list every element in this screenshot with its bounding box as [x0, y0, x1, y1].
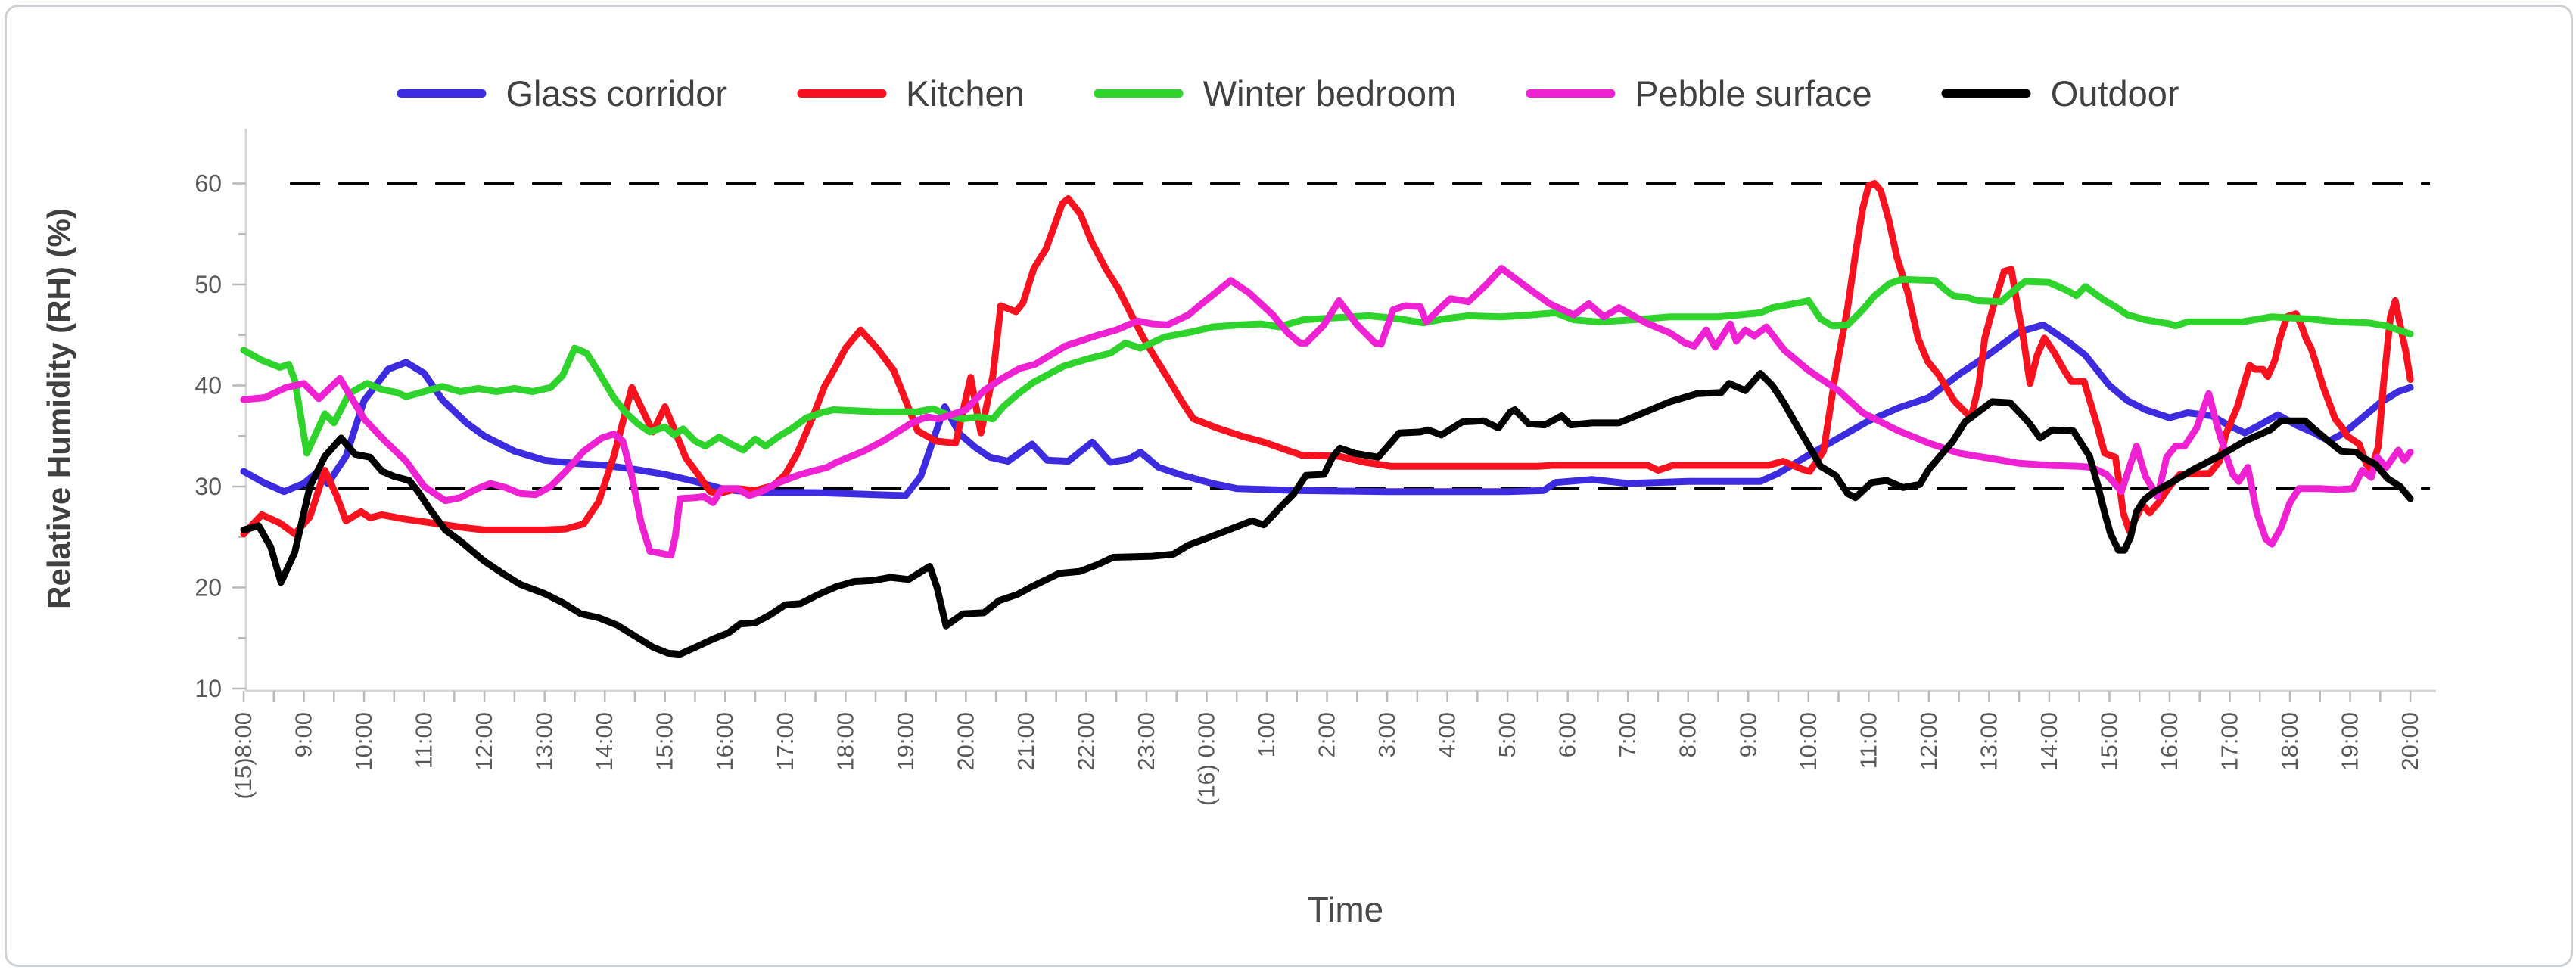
legend-line-swatch [797, 89, 886, 98]
y-tick-label: 50 [194, 271, 222, 298]
x-tick-label: 14:00 [591, 712, 618, 771]
x-tick-label: 18:00 [2276, 712, 2303, 771]
x-tick-label: 16:00 [2156, 712, 2182, 771]
legend-label: Outdoor [2050, 73, 2179, 113]
x-tick-label: 9:00 [1734, 712, 1761, 757]
series-line-pebble-surface [240, 265, 2414, 559]
legend-line-swatch [1094, 89, 1184, 98]
y-tick-label: 30 [194, 473, 222, 500]
y-axis-title: Relative Humidity (RH) (%) [41, 208, 76, 609]
legend-label: Winter bedroom [1202, 73, 1457, 113]
y-tick-label: 10 [194, 675, 222, 702]
series-line-outdoor [240, 370, 2414, 658]
x-tick-label: 13:00 [1975, 712, 2002, 771]
x-tick-label: 12:00 [1915, 712, 1942, 771]
chart-legend: Glass corridor Kitchen Winter bedroom Pebbl… [397, 73, 2179, 114]
series-line-winter-bedroom [240, 275, 2414, 457]
x-tick-label: 10:00 [350, 712, 377, 771]
series-line-kitchen [240, 180, 2414, 538]
x-tick-label: 17:00 [772, 712, 798, 771]
x-tick-label: 15:00 [2095, 712, 2122, 771]
x-tick-label: 3:00 [1374, 712, 1400, 757]
x-tick-label: 2:00 [1314, 712, 1340, 757]
axes-group [232, 129, 2436, 702]
legend-item-outdoor[interactable]: Outdoor [1941, 73, 2179, 114]
x-tick-label: 15:00 [652, 712, 678, 771]
legend-item-kitchen[interactable]: Kitchen [797, 73, 1025, 114]
legend-line-swatch [1526, 89, 1616, 98]
y-tick-label: 40 [194, 372, 222, 400]
x-tick-label: 22:00 [1072, 712, 1099, 771]
legend-line-swatch [397, 89, 487, 98]
x-tick-label: 14:00 [2036, 712, 2062, 771]
x-tick-label: 10:00 [1795, 712, 1822, 771]
series-line-glass-corridor [240, 321, 2414, 499]
legend-item-winter-bedroom[interactable]: Winter bedroom [1094, 73, 1456, 114]
x-tick-label: (16) 0:00 [1193, 712, 1219, 806]
x-tick-label: 6:00 [1554, 712, 1581, 757]
x-tick-label: 4:00 [1434, 712, 1461, 757]
x-tick-label: 19:00 [2337, 712, 2363, 771]
x-tick-label: 7:00 [1614, 712, 1641, 757]
x-tick-label: 1:00 [1253, 712, 1280, 757]
x-tick-label: 5:00 [1494, 712, 1520, 757]
x-tick-label: 20:00 [952, 712, 978, 771]
legend-label: Glass corridor [506, 73, 727, 113]
x-tick-label: 20:00 [2397, 712, 2423, 771]
x-tick-label: 23:00 [1133, 712, 1159, 771]
x-tick-label: 18:00 [832, 712, 858, 771]
legend-label: Kitchen [906, 73, 1025, 113]
x-tick-label: 16:00 [711, 712, 738, 771]
x-tick-label: 21:00 [1013, 712, 1039, 771]
tick-labels-group: 10 20 30 40 50 60 (15)8:00 9:00 10:00 11:00 12:00 1… [194, 170, 2423, 807]
legend-item-glass-corridor[interactable]: Glass corridor [397, 73, 727, 114]
x-tick-label: 8:00 [1675, 712, 1701, 757]
x-tick-label: (15)8:00 [230, 712, 257, 799]
x-tick-label: 12:00 [471, 712, 497, 771]
legend-item-pebble-surface[interactable]: Pebble surface [1526, 73, 1872, 114]
series-lines-group [240, 180, 2414, 658]
x-tick-label: 9:00 [291, 712, 317, 757]
x-tick-label: 11:00 [411, 712, 437, 769]
x-axis-title: Time [1308, 890, 1384, 929]
legend-label: Pebble surface [1635, 73, 1872, 113]
legend-line-swatch [1941, 89, 2031, 98]
y-tick-label: 60 [194, 170, 222, 197]
reference-lines-group [290, 182, 2430, 490]
y-tick-label: 20 [194, 574, 222, 602]
x-tick-label: 19:00 [892, 712, 919, 771]
x-tick-label: 11:00 [1855, 712, 1881, 769]
x-tick-label: 13:00 [531, 712, 558, 771]
x-tick-label: 17:00 [2216, 712, 2242, 771]
